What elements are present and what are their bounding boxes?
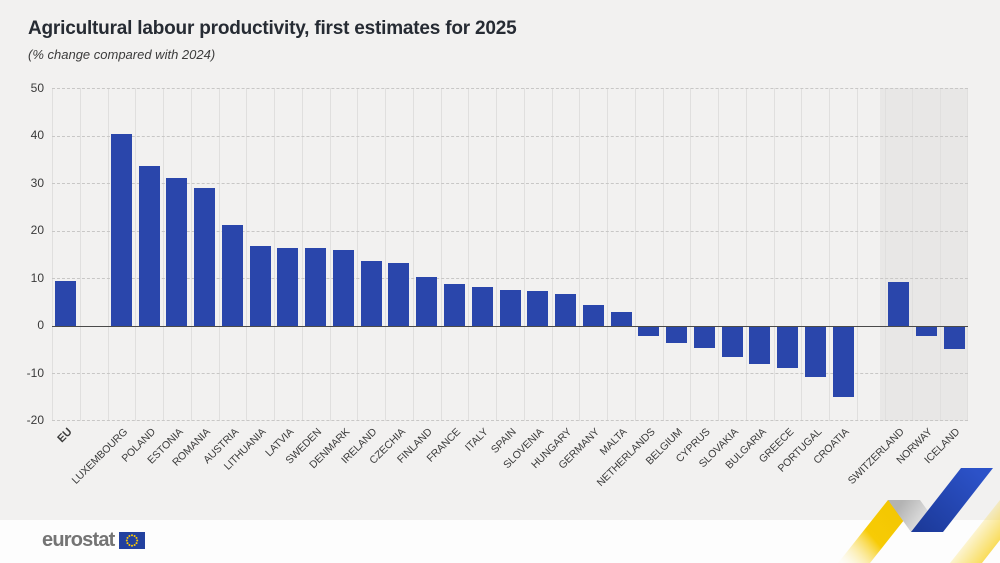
bar-czechia	[388, 262, 410, 326]
bar-finland	[416, 276, 438, 326]
x-axis-label: EU	[55, 426, 75, 446]
horizontal-gridline	[52, 230, 968, 232]
vertical-gridline	[274, 88, 275, 421]
eu-flag-icon	[118, 531, 145, 549]
y-axis-tick-label: 30	[30, 175, 44, 190]
horizontal-gridline	[52, 420, 968, 421]
vertical-gridline	[885, 88, 886, 421]
vertical-gridline	[524, 88, 525, 421]
bar-spain	[499, 289, 521, 326]
eurostat-logo: eurostat	[42, 530, 145, 550]
bar-lithuania	[249, 245, 271, 326]
bar-poland	[138, 166, 160, 326]
vertical-gridline	[330, 88, 331, 421]
bar-hungary	[555, 294, 576, 326]
horizontal-gridline	[52, 88, 968, 89]
vertical-gridline	[801, 88, 802, 421]
vertical-gridline	[302, 88, 303, 421]
vertical-gridline	[967, 88, 968, 421]
bar-belgium	[666, 326, 688, 344]
bar-sweden	[305, 248, 327, 326]
vertical-gridline	[635, 88, 636, 421]
bar-ireland	[360, 260, 382, 326]
vertical-gridline	[607, 88, 608, 421]
bar-norway	[915, 326, 937, 336]
horizontal-gridline	[52, 135, 968, 137]
bar-eu	[55, 280, 77, 326]
vertical-gridline	[718, 88, 719, 421]
horizontal-gridline	[52, 278, 968, 280]
bar-greece	[777, 326, 799, 368]
vertical-gridline	[135, 88, 136, 421]
vertical-gridline	[246, 88, 247, 421]
bar-austria	[221, 224, 243, 326]
bar-netherlands	[638, 326, 660, 337]
vertical-gridline	[746, 88, 747, 421]
vertical-gridline	[468, 88, 469, 421]
bar-malta	[610, 312, 632, 326]
x-axis-label: ITALY	[463, 426, 491, 454]
eurostat-wordmark: eurostat	[42, 529, 115, 551]
bar-iceland	[943, 326, 965, 349]
vertical-gridline	[80, 88, 81, 421]
bar-romania	[194, 187, 216, 326]
vertical-gridline	[496, 88, 497, 421]
y-axis-tick-label: -20	[26, 412, 44, 427]
vertical-gridline	[912, 88, 913, 421]
vertical-gridline	[413, 88, 414, 421]
bar-denmark	[332, 250, 354, 326]
horizontal-gridline	[52, 373, 968, 375]
eurostat-zigzag-ribbon-icon	[838, 468, 1000, 563]
efta-highlight-region	[879, 88, 968, 421]
y-axis-tick-label: 50	[30, 80, 44, 95]
horizontal-gridline	[52, 183, 968, 185]
bar-latvia	[277, 247, 299, 326]
bar-switzerland	[888, 281, 910, 326]
vertical-gridline	[552, 88, 553, 421]
y-axis-tick-label: 40	[30, 128, 44, 143]
vertical-gridline	[191, 88, 192, 421]
vertical-gridline	[163, 88, 164, 421]
y-axis-tick-label: 20	[30, 223, 44, 238]
vertical-gridline	[52, 88, 53, 421]
vertical-gridline	[357, 88, 358, 421]
vertical-gridline	[940, 88, 941, 421]
bar-luxembourg	[110, 134, 132, 326]
y-axis-tick-label: -10	[26, 365, 44, 380]
y-axis-tick-label: 0	[37, 318, 44, 333]
vertical-gridline	[857, 88, 858, 421]
vertical-gridline	[441, 88, 442, 421]
vertical-gridline	[579, 88, 580, 421]
y-axis: 50 40 30 20 10 0 -10 -20	[0, 81, 44, 427]
bar-germany	[582, 304, 604, 326]
y-axis-tick-label: 10	[30, 270, 44, 285]
plot-area	[52, 88, 968, 421]
bar-bulgaria	[749, 326, 771, 365]
bar-portugal	[804, 326, 826, 377]
bar-cyprus	[693, 326, 715, 349]
vertical-gridline	[663, 88, 664, 421]
vertical-gridline	[829, 88, 830, 421]
vertical-gridline	[219, 88, 220, 421]
vertical-gridline	[690, 88, 691, 421]
bar-croatia	[832, 326, 854, 398]
bar-italy	[471, 287, 493, 326]
footer-band	[0, 520, 1000, 563]
chart-title: Agricultural labour productivity, first …	[28, 18, 517, 39]
vertical-gridline	[385, 88, 386, 421]
bar-france	[443, 283, 465, 326]
zero-axis-line	[52, 325, 968, 327]
chart-subtitle: (% change compared with 2024)	[28, 47, 216, 62]
vertical-gridline	[108, 88, 109, 421]
bar-estonia	[166, 178, 188, 326]
vertical-gridline	[774, 88, 775, 421]
bar-slovakia	[721, 326, 743, 358]
bar-slovenia	[527, 290, 549, 326]
